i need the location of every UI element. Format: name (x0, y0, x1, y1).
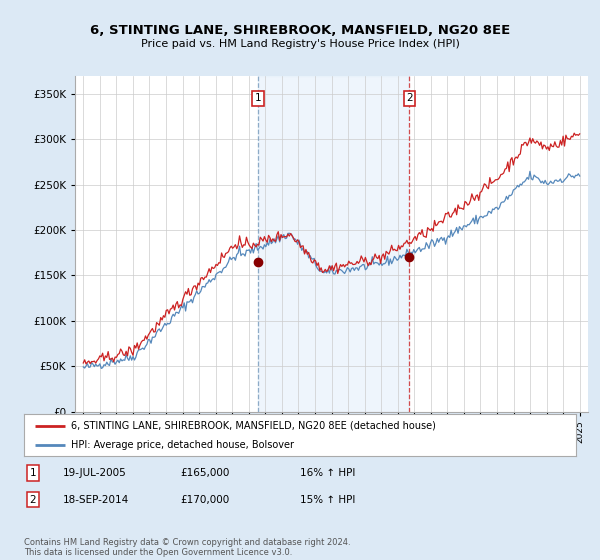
Text: 15% ↑ HPI: 15% ↑ HPI (300, 494, 355, 505)
Text: 1: 1 (254, 94, 261, 103)
Text: £170,000: £170,000 (180, 494, 229, 505)
Text: 1: 1 (29, 468, 37, 478)
Text: 2: 2 (406, 94, 413, 103)
Text: 18-SEP-2014: 18-SEP-2014 (63, 494, 129, 505)
Text: 19-JUL-2005: 19-JUL-2005 (63, 468, 127, 478)
Text: Contains HM Land Registry data © Crown copyright and database right 2024.
This d: Contains HM Land Registry data © Crown c… (24, 538, 350, 557)
Text: HPI: Average price, detached house, Bolsover: HPI: Average price, detached house, Bols… (71, 440, 294, 450)
Text: 6, STINTING LANE, SHIREBROOK, MANSFIELD, NG20 8EE (detached house): 6, STINTING LANE, SHIREBROOK, MANSFIELD,… (71, 421, 436, 431)
Text: £165,000: £165,000 (180, 468, 229, 478)
Text: 6, STINTING LANE, SHIREBROOK, MANSFIELD, NG20 8EE: 6, STINTING LANE, SHIREBROOK, MANSFIELD,… (90, 24, 510, 38)
Text: 2: 2 (29, 494, 37, 505)
Bar (257, 76, 409, 412)
Text: Price paid vs. HM Land Registry's House Price Index (HPI): Price paid vs. HM Land Registry's House … (140, 39, 460, 49)
Text: 16% ↑ HPI: 16% ↑ HPI (300, 468, 355, 478)
